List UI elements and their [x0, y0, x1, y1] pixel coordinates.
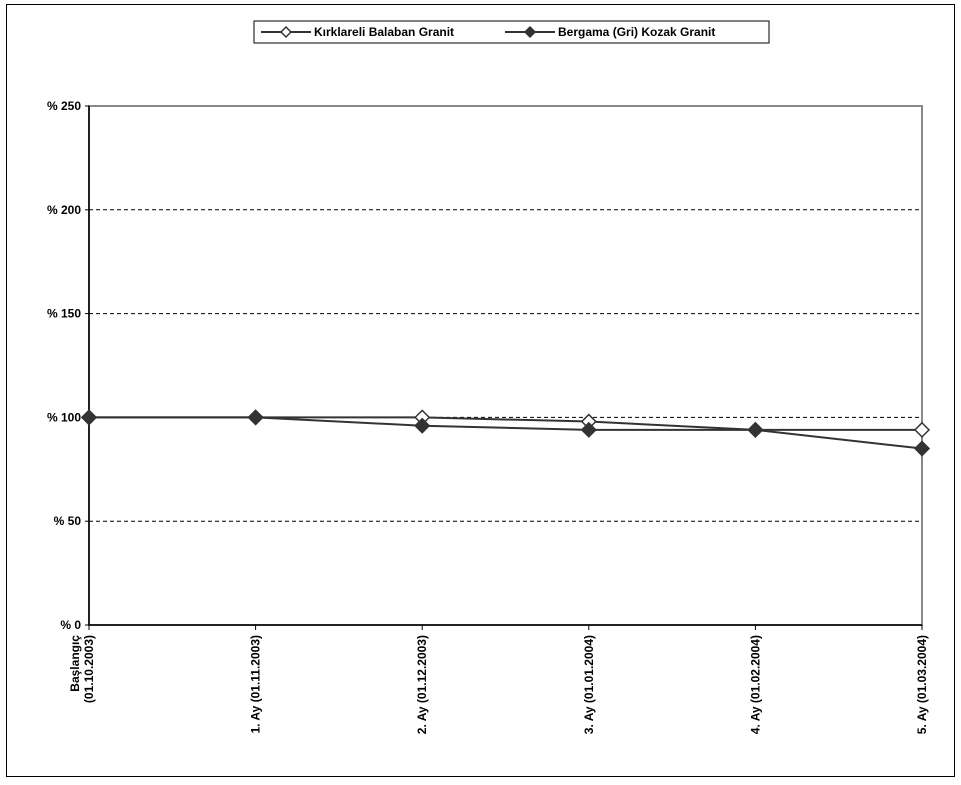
- series-2-point-1: [247, 409, 264, 426]
- x-tick-label-line: Başlangıç: [68, 635, 82, 692]
- plot-border: [88, 105, 923, 626]
- legend-label-series-1: Kırklareli Balaban Granit: [314, 25, 454, 39]
- series-1-point-5: [913, 421, 931, 438]
- x-tick-label-line: 5. Ay (01.03.2004): [915, 635, 929, 734]
- x-tick-label-line: (01.10.2003): [82, 635, 96, 703]
- y-tick-label-1: % 50: [54, 514, 82, 528]
- x-tick-label-0: Başlangıç(01.10.2003): [68, 635, 96, 703]
- y-tick-label-3: % 150: [47, 307, 81, 321]
- series-2-point-3: [580, 421, 597, 438]
- x-tick-label-4: 4. Ay (01.02.2004): [748, 635, 762, 734]
- x-tick-label-line: 3. Ay (01.01.2004): [582, 635, 596, 734]
- series-line-2: [89, 416, 923, 450]
- legend-marker-series-1: [279, 25, 293, 39]
- series-2-point-2: [414, 417, 431, 434]
- legend-label-series-2: Bergama (Gri) Kozak Granit: [558, 25, 715, 39]
- y-tick-label-5: % 250: [47, 99, 81, 113]
- y-tick-label-0: % 0: [60, 618, 81, 632]
- legend-marker-series-2: [523, 25, 537, 39]
- x-tick-label-line: 1. Ay (01.11.2003): [249, 635, 263, 734]
- y-tick-label-4: % 200: [47, 203, 81, 217]
- x-tick-label-1: 1. Ay (01.11.2003): [249, 635, 263, 734]
- x-tick-label-3: 3. Ay (01.01.2004): [582, 635, 596, 734]
- x-tick-label-2: 2. Ay (01.12.2003): [415, 635, 429, 734]
- y-tick-label-2: % 100: [47, 410, 81, 424]
- series-2-point-0: [80, 409, 98, 426]
- legend: Kırklareli Balaban Granit Bergama (Gri) …: [253, 20, 770, 44]
- plot-area: % 0 % 50 % 100 % 150 % 200 % 250 Başlangıç(01.…: [47, 99, 931, 734]
- x-tick-label-5: 5. Ay (01.03.2004): [915, 635, 929, 734]
- x-tick-label-line: 2. Ay (01.12.2003): [415, 635, 429, 734]
- series-2-point-4: [747, 421, 764, 438]
- x-tick-label-line: 4. Ay (01.02.2004): [748, 635, 762, 734]
- series-2-point-5: [913, 440, 931, 457]
